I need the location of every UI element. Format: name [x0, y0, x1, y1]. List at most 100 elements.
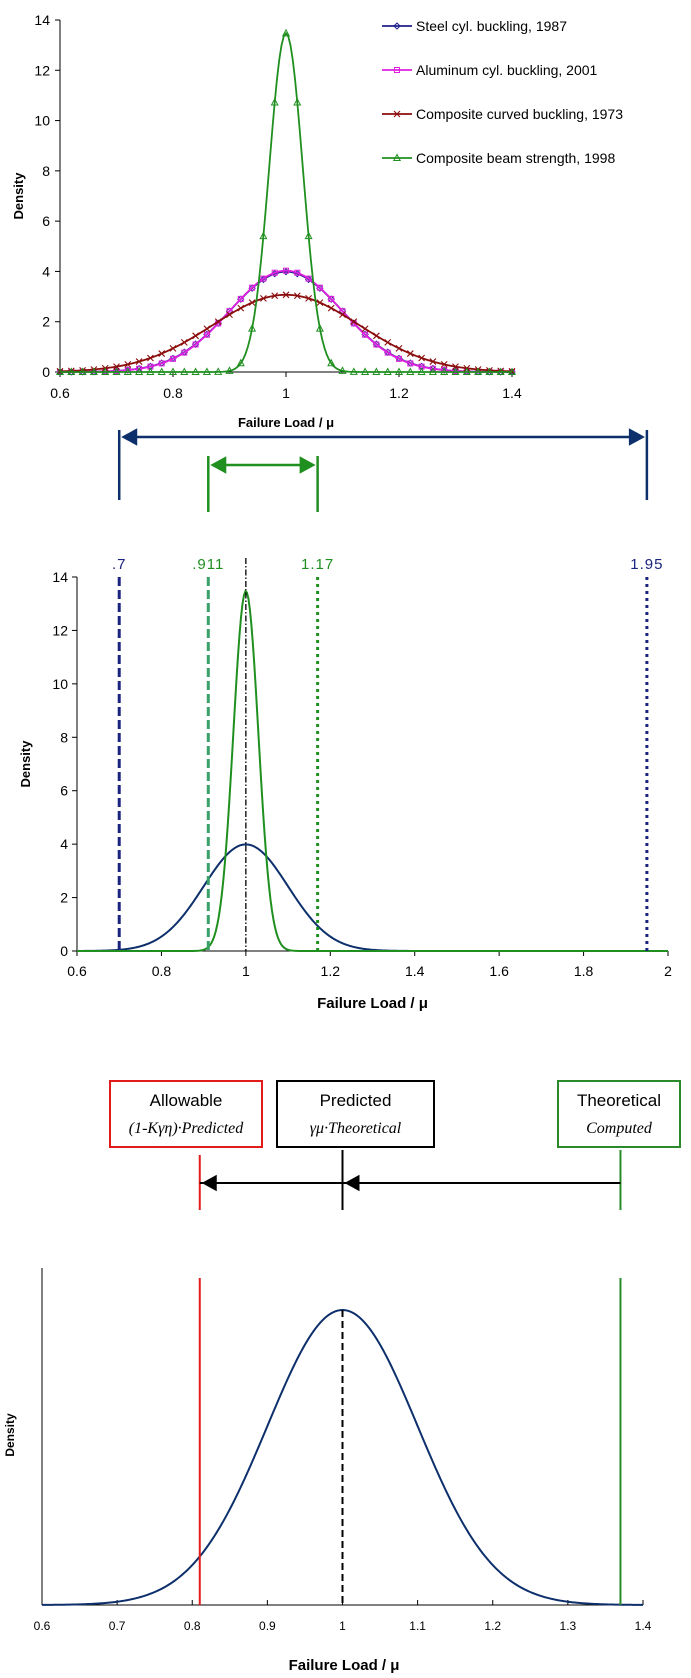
x-tick-label: 1.4 [405, 963, 425, 979]
data-point [237, 295, 244, 302]
y-tick-label: 4 [42, 263, 50, 279]
x-tick-label: 1 [339, 1619, 346, 1633]
data-point [157, 367, 166, 375]
chart-3: 0.6 0.7 0.8 0.9 1 1.1 1.2 1.3 1.4 Failure Load / … [3, 1080, 681, 1674]
data-point [428, 367, 437, 375]
y-tick-label: 0 [42, 364, 50, 380]
x-tick-label: 0.6 [50, 385, 70, 401]
y-tick-label: 12 [34, 62, 50, 78]
data-point [180, 367, 189, 375]
x-tick-label: 1.2 [321, 963, 341, 979]
data-point [67, 367, 76, 375]
data-point [361, 367, 370, 375]
data-point [271, 292, 279, 300]
y-axis-label: Density [11, 172, 26, 220]
data-point [304, 231, 313, 240]
data-point [170, 355, 176, 362]
y-tick-label: 6 [42, 213, 50, 229]
x-tick-label: 1.4 [635, 1619, 652, 1633]
data-point [192, 332, 199, 340]
x-tick-label: 1.2 [389, 385, 409, 401]
data-point [395, 344, 403, 352]
x-tick-label: 1.2 [484, 1619, 501, 1633]
y-tick-label: 14 [34, 12, 50, 28]
x-tick-label: 1 [282, 385, 290, 401]
x-tick-label: 0.7 [109, 1619, 126, 1633]
data-point [260, 294, 267, 302]
data-point [248, 299, 256, 306]
data-point [294, 269, 301, 276]
data-point [361, 325, 369, 333]
data-point [407, 360, 414, 367]
x-tick-label: 0.9 [259, 1619, 276, 1633]
bound-label: .7 [112, 556, 127, 573]
data-point [226, 311, 233, 318]
wide-range-arrowhead-right [628, 428, 645, 446]
data-point [281, 28, 291, 37]
range-brackets [117, 428, 649, 512]
data-point [283, 267, 289, 274]
legend-marker [392, 153, 402, 161]
data-point [259, 231, 268, 240]
series-line [60, 269, 512, 373]
bound-label: .911 [192, 556, 224, 573]
data-point [305, 275, 312, 282]
y-tick-label: 4 [60, 836, 68, 852]
legend-entry: Composite beam strength, 1998 [416, 150, 615, 166]
y-axis-label: Density [3, 1413, 17, 1457]
series-line [59, 293, 513, 373]
data-point [394, 367, 404, 375]
data-point [260, 275, 267, 282]
data-point [451, 367, 460, 375]
data-point [339, 311, 346, 318]
bound-label: 1.17 [301, 556, 334, 573]
x-axis-label: Failure Load / μ [317, 995, 428, 1012]
label-box [557, 1080, 681, 1148]
y-tick-label: 2 [42, 314, 50, 330]
x-tick-label: 0.8 [152, 963, 172, 979]
wide-range-arrowhead-left [121, 428, 138, 446]
data-point [293, 97, 302, 106]
box-subtitle: γμ·Theoretical [310, 1120, 402, 1137]
data-point [271, 269, 278, 276]
y-tick-label: 0 [60, 943, 68, 959]
x-tick-label: 1.8 [574, 963, 594, 979]
data-point [113, 363, 120, 371]
data-point [373, 332, 380, 340]
data-point [192, 341, 199, 348]
legend-entry: Composite curved buckling, 1973 [416, 106, 623, 122]
data-point [180, 339, 188, 346]
y-tick-label: 8 [60, 729, 68, 745]
data-point [316, 284, 323, 291]
data-point [327, 358, 336, 367]
data-point [282, 291, 290, 299]
y-tick-label: 8 [42, 163, 50, 179]
y-axis-label: Density [18, 740, 33, 788]
x-tick-label: 1.6 [489, 963, 509, 979]
x-tick-label: 1.3 [560, 1619, 577, 1633]
data-point [462, 367, 471, 375]
data-point [315, 324, 324, 332]
x-tick-label: 0.6 [67, 963, 87, 979]
chart-1: 0 2 4 6 8 10 12 14 0.6 0.8 1 1.2 1.4 Failure Load / μ… [11, 12, 623, 430]
data-point [214, 318, 222, 325]
data-point [181, 349, 188, 356]
data-point [496, 367, 505, 375]
label-box [109, 1080, 263, 1148]
x-tick-label: 0.8 [184, 1619, 201, 1633]
chart-2: 0 2 4 6 8 10 12 14 0.6 0.8 1 1.2 1.4 1.6 1.8 2 Failure L… [18, 428, 672, 1012]
narrow-range-arrowhead-right [299, 456, 316, 474]
data-point [372, 367, 381, 375]
box-subtitle: (1-Kγη)·Predicted [129, 1120, 245, 1137]
y-tick-label: 2 [60, 890, 68, 906]
data-point [305, 294, 312, 302]
data-point [191, 367, 200, 375]
data-point [474, 367, 483, 375]
data-point [203, 331, 210, 338]
x-tick-label: 2 [664, 963, 672, 979]
bound-label: 1.95 [630, 556, 663, 573]
box-title: Theoretical [577, 1091, 661, 1110]
data-point [158, 360, 165, 367]
x-axis-label: Failure Load / μ [238, 415, 334, 430]
legend-marker [393, 110, 401, 118]
